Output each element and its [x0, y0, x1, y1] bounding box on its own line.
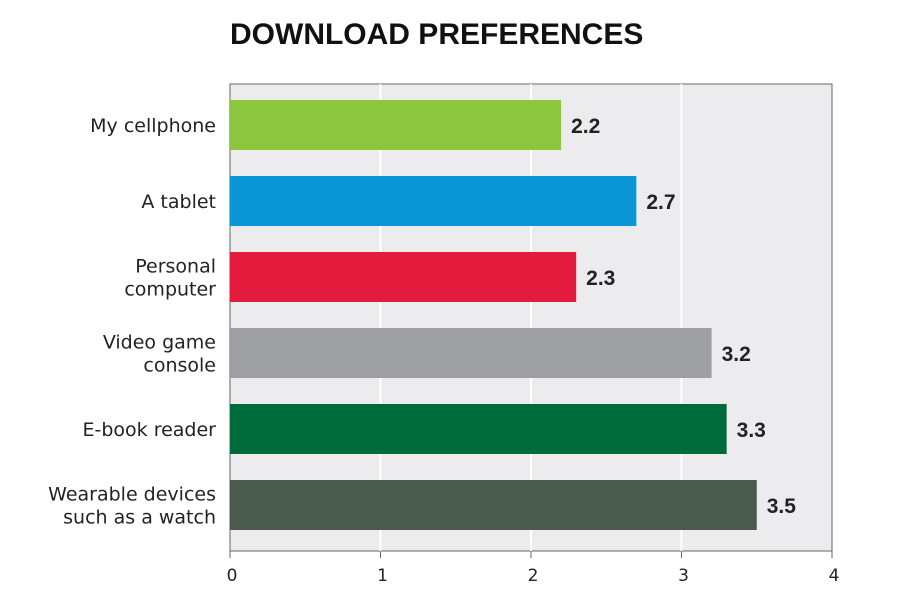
bar	[230, 328, 712, 378]
x-tick-label: 1	[377, 566, 388, 586]
gridlines	[379, 84, 683, 551]
value-label: 3.3	[737, 419, 766, 442]
bar	[230, 252, 577, 302]
bar	[230, 176, 637, 226]
value-labels: 2.2 2.7 2.3 3.2 3.3 3.5	[571, 115, 796, 518]
value-label: 2.7	[646, 191, 675, 214]
x-axis-ticks: 0 1 2 3 4	[227, 551, 840, 586]
bar	[230, 480, 757, 530]
x-tick-label: 0	[227, 566, 238, 586]
category-label: Video game	[103, 332, 216, 354]
value-label: 3.2	[722, 343, 751, 366]
category-label: Wearable devices	[48, 484, 216, 506]
category-label: computer	[124, 279, 216, 301]
x-tick-label: 2	[528, 566, 539, 586]
category-label: Personal	[135, 256, 216, 278]
x-tick-label: 3	[678, 566, 689, 586]
value-label: 2.3	[586, 267, 615, 290]
category-label: E-book reader	[82, 419, 216, 441]
value-label: 2.2	[571, 115, 600, 138]
x-tick-label: 4	[829, 566, 840, 586]
bar	[230, 100, 562, 150]
bar	[230, 404, 727, 454]
category-label: such as a watch	[63, 507, 216, 529]
bars	[230, 100, 757, 530]
category-label: My cellphone	[90, 115, 216, 137]
chart-title: DOWNLOAD PREFERENCES	[230, 18, 644, 51]
value-label: 3.5	[767, 495, 797, 518]
category-label: console	[143, 355, 216, 377]
category-label: A tablet	[141, 191, 216, 213]
